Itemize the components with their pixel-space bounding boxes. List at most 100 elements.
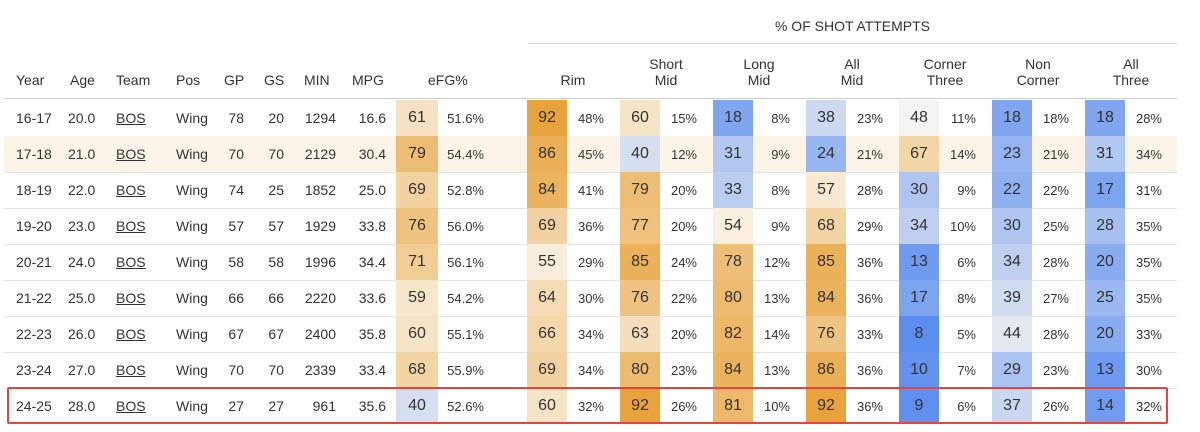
percentile-corner-three: 8 — [899, 316, 939, 352]
cell-mpg: 33.8 — [358, 218, 386, 234]
value-all-three: 35% — [1135, 218, 1162, 234]
col-header-short-mid-label: Short Mid — [649, 56, 683, 88]
percentile-long-mid: 33 — [713, 172, 753, 208]
cell-team[interactable]: BOS — [116, 398, 146, 414]
percentile-efg: 68 — [396, 352, 438, 388]
value-rim: 34% — [577, 326, 604, 342]
percentile-non-corner: 18 — [992, 100, 1032, 136]
percentile-all-mid: 84 — [806, 280, 846, 316]
cell-gs: 58 — [268, 254, 284, 270]
value-rim: 34% — [577, 362, 604, 378]
col-header-long-mid-label: Long Mid — [743, 56, 775, 88]
cell-gs: 57 — [268, 218, 284, 234]
percentile-short-mid: 40 — [620, 136, 660, 172]
cell-pos: Wing — [176, 182, 208, 198]
percentile-efg: 61 — [396, 100, 438, 136]
cell-year: 23-24 — [16, 362, 52, 378]
percentile-short-mid: 85 — [620, 244, 660, 280]
value-long-mid: 12% — [763, 254, 790, 270]
value-all-mid: 36% — [856, 362, 883, 378]
value-all-three: 34% — [1135, 146, 1162, 162]
value-non-corner: 28% — [1042, 254, 1069, 270]
col-header-all-three-label: All Three — [1112, 56, 1150, 88]
cell-gp: 70 — [228, 362, 244, 378]
percentile-all-three: 25 — [1085, 280, 1125, 316]
value-efg: 52.6% — [447, 398, 484, 414]
value-all-mid: 21% — [856, 146, 883, 162]
value-non-corner: 25% — [1042, 218, 1069, 234]
percentile-all-mid: 57 — [806, 172, 846, 208]
table-row: 22-23 26.0 BOS Wing 67 67 2400 35.8 60 55.1% 66 34%… — [4, 316, 1177, 352]
value-non-corner: 22% — [1042, 182, 1069, 198]
table-row: 23-24 27.0 BOS Wing 70 70 2339 33.4 68 55.9% 69 34%… — [4, 352, 1177, 388]
cell-pos: Wing — [176, 398, 208, 414]
value-short-mid: 26% — [670, 398, 697, 414]
col-header-mpg: MPG — [352, 72, 384, 88]
value-all-mid: 36% — [856, 254, 883, 270]
col-header-rim: Rim — [528, 0, 618, 99]
row-divider — [4, 172, 1177, 173]
percentile-corner-three: 30 — [899, 172, 939, 208]
percentile-all-three: 20 — [1085, 316, 1125, 352]
cell-gp: 74 — [228, 182, 244, 198]
percentile-efg: 60 — [396, 316, 438, 352]
cell-year: 17-18 — [16, 146, 52, 162]
value-efg: 55.9% — [447, 362, 484, 378]
cell-mpg: 34.4 — [358, 254, 386, 270]
header-divider — [4, 98, 1177, 99]
cell-year: 20-21 — [16, 254, 52, 270]
value-all-three: 28% — [1135, 110, 1162, 126]
percentile-short-mid: 92 — [620, 388, 660, 424]
cell-age: 22.0 — [68, 182, 96, 198]
row-divider — [4, 208, 1177, 209]
cell-team[interactable]: BOS — [116, 182, 146, 198]
value-short-mid: 22% — [670, 290, 697, 306]
cell-gp: 70 — [228, 146, 244, 162]
col-header-year: Year — [16, 72, 45, 88]
value-short-mid: 20% — [670, 182, 697, 198]
value-non-corner: 23% — [1042, 362, 1069, 378]
cell-team[interactable]: BOS — [116, 290, 146, 306]
percentile-non-corner: 22 — [992, 172, 1032, 208]
cell-team[interactable]: BOS — [116, 218, 146, 234]
col-header-all-mid-label: All Mid — [840, 56, 864, 88]
percentile-all-three: 14 — [1085, 388, 1125, 424]
col-header-gp: GP — [224, 72, 245, 88]
value-short-mid: 23% — [670, 362, 697, 378]
cell-team[interactable]: BOS — [116, 326, 146, 342]
percentile-rim: 92 — [527, 100, 567, 136]
cell-team[interactable]: BOS — [116, 362, 146, 378]
value-non-corner: 18% — [1042, 110, 1069, 126]
percentile-rim: 60 — [527, 388, 567, 424]
value-rim: 32% — [577, 398, 604, 414]
value-rim: 48% — [577, 110, 604, 126]
percentile-non-corner: 44 — [992, 316, 1032, 352]
cell-mpg: 16.6 — [358, 110, 386, 126]
cell-team[interactable]: BOS — [116, 254, 146, 270]
value-long-mid: 13% — [763, 290, 790, 306]
cell-team[interactable]: BOS — [116, 146, 146, 162]
percentile-long-mid: 84 — [713, 352, 753, 388]
cell-gs: 70 — [268, 146, 284, 162]
cell-min: 1929 — [304, 218, 336, 234]
percentile-all-three: 20 — [1085, 244, 1125, 280]
value-all-three: 35% — [1135, 254, 1162, 270]
value-all-mid: 29% — [856, 218, 883, 234]
value-all-mid: 33% — [856, 326, 883, 342]
value-corner-three: 7% — [957, 362, 976, 378]
value-short-mid: 20% — [670, 218, 697, 234]
percentile-all-mid: 86 — [806, 352, 846, 388]
value-efg: 52.8% — [447, 182, 484, 198]
value-all-three: 31% — [1135, 182, 1162, 198]
percentile-short-mid: 76 — [620, 280, 660, 316]
percentile-rim: 84 — [527, 172, 567, 208]
table-row: 21-22 25.0 BOS Wing 66 66 2220 33.6 59 54.2% 64 30%… — [4, 280, 1177, 316]
percentile-long-mid: 78 — [713, 244, 753, 280]
percentile-corner-three: 17 — [899, 280, 939, 316]
cell-team[interactable]: BOS — [116, 110, 146, 126]
cell-min: 1996 — [304, 254, 336, 270]
cell-age: 28.0 — [68, 398, 96, 414]
col-header-efg: eFG% — [428, 72, 468, 88]
col-header-all-mid: All Mid — [806, 0, 898, 99]
value-corner-three: 6% — [957, 398, 976, 414]
